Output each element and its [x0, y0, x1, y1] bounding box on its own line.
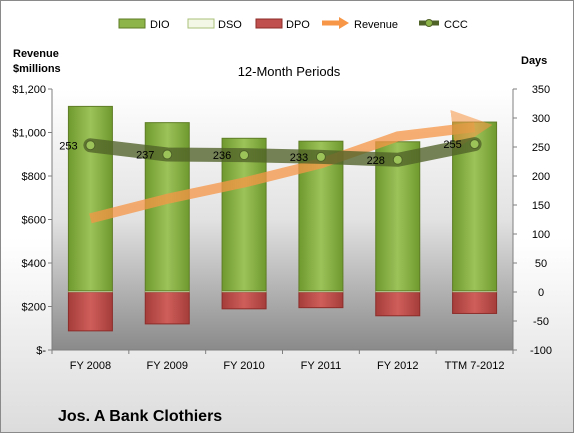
ccc-data-label: 233: [290, 152, 308, 164]
right-tick-label: 150: [532, 200, 550, 212]
legend: DIO DSO DPO Revenue CCC: [118, 17, 468, 31]
ccc-point: [85, 140, 96, 151]
series-lines: [83, 109, 493, 224]
data-labels: 253 237 236 233 228 255: [59, 139, 462, 167]
ccc-data-label: 237: [136, 150, 154, 162]
legend-label-dio: DIO: [150, 19, 170, 31]
left-axis-title-line2: $millions: [13, 63, 61, 75]
bar-dpo: [298, 291, 344, 309]
bar-dio: [221, 137, 267, 292]
left-axis-title-line1: Revenue: [13, 48, 59, 60]
bar-dpo: [67, 291, 113, 332]
left-tick-label: $200: [22, 302, 46, 314]
ccc-point: [392, 154, 403, 165]
right-tick-label: -100: [530, 345, 552, 357]
ccc-point: [469, 139, 480, 150]
legend-swatch-dpo: [255, 18, 283, 29]
x-tick-label: FY 2009: [147, 360, 188, 372]
bar-dpo: [144, 291, 190, 325]
company-name: Jos. A Bank Clothiers: [58, 408, 222, 425]
x-tick-label: FY 2011: [301, 360, 342, 372]
ccc-data-label: 236: [213, 150, 231, 162]
legend-label-revenue: Revenue: [354, 19, 398, 31]
x-tick-label: FY 2012: [377, 360, 418, 372]
legend-swatch-ccc: [419, 19, 439, 27]
bar-dpo: [452, 291, 498, 314]
legend-label-ccc: CCC: [444, 19, 468, 31]
revenue-line: [89, 109, 493, 224]
chart-subtitle: 12-Month Periods: [238, 64, 341, 79]
bar-dio: [67, 105, 113, 292]
ccc-data-label: 228: [367, 155, 385, 167]
ccc-data-label: 253: [59, 140, 77, 152]
left-tick-label: $800: [22, 171, 46, 183]
legend-swatch-dso: [187, 18, 215, 29]
left-tick-label: $-: [36, 345, 46, 357]
bar-dpo: [375, 291, 421, 317]
ccc-line: [83, 137, 482, 167]
right-tick-label: 200: [532, 171, 550, 183]
right-tick-label: 100: [532, 229, 550, 241]
x-tick-label: FY 2010: [223, 360, 264, 372]
x-tick-label: TTM 7-2012: [445, 360, 505, 372]
right-axis-title: Days: [521, 55, 547, 67]
right-tick-label: 250: [532, 142, 550, 154]
left-tick-label: $1,000: [12, 128, 46, 140]
legend-label-dpo: DPO: [286, 19, 310, 31]
right-tick-label: 300: [532, 113, 550, 125]
legend-swatch-dio: [118, 18, 146, 29]
ccc-point: [239, 150, 250, 161]
left-tick-label: $1,200: [12, 84, 46, 96]
right-tick-label: 0: [538, 287, 544, 299]
left-tick-label: $400: [22, 258, 46, 270]
left-tick-label: $600: [22, 215, 46, 227]
right-tick-label: 50: [535, 258, 547, 270]
right-tick-label: 350: [532, 84, 550, 96]
axes: $- $200 $400 $600 $800 $1,000 $1,200 -100 -50 0 50…: [12, 84, 552, 372]
ccc-data-label: 255: [443, 139, 461, 151]
legend-label-dso: DSO: [218, 19, 242, 31]
bar-dpo: [221, 291, 267, 310]
ccc-point: [315, 151, 326, 162]
right-tick-label: -50: [533, 316, 549, 328]
ccc-point: [162, 149, 173, 160]
legend-swatch-revenue: [322, 17, 349, 29]
x-tick-label: FY 2008: [70, 360, 111, 372]
